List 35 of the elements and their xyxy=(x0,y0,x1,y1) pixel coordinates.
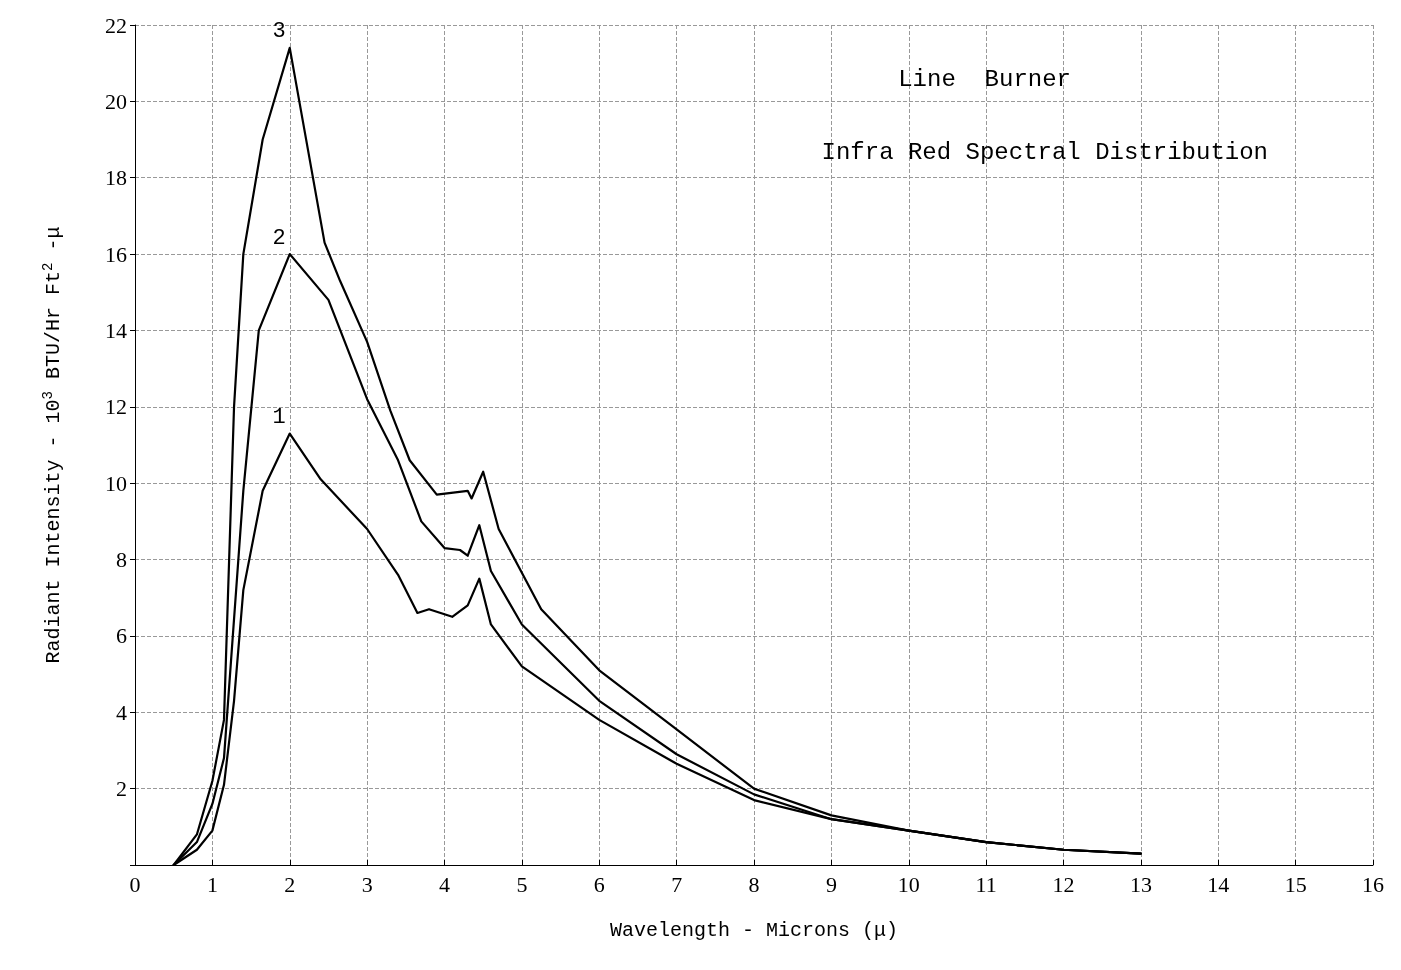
x-tick-label: 0 xyxy=(129,871,141,897)
y-tick-label: 4 xyxy=(116,699,127,725)
y-tick-label: 18 xyxy=(105,165,127,191)
x-tick-label: 12 xyxy=(1052,871,1075,897)
y-axis-title: Radiant Intensity - 103 BTU/Hr Ft2 -μ xyxy=(40,226,65,664)
x-tick-label: 10 xyxy=(897,871,920,897)
x-tick-label: 15 xyxy=(1284,871,1307,897)
y-tick-label: 22 xyxy=(105,12,127,38)
y-tick-label: 10 xyxy=(105,470,127,496)
y-tick-label: 20 xyxy=(105,88,127,114)
y-tick-label: 8 xyxy=(116,547,127,573)
text: Line Burner xyxy=(898,65,1071,93)
x-tick-label: 13 xyxy=(1129,871,1152,897)
x-tick-label: 7 xyxy=(671,871,683,897)
series-label: 2 xyxy=(272,225,286,251)
text: Infra Red Spectral Distribution xyxy=(821,138,1269,166)
x-tick-label: 16 xyxy=(1362,871,1384,897)
x-tick-label: 4 xyxy=(439,871,450,897)
y-tick-label: 12 xyxy=(105,394,127,420)
y-tick-label: 2 xyxy=(116,776,127,802)
y-tick-label: 14 xyxy=(105,317,127,343)
x-tick-label: 2 xyxy=(284,871,296,897)
series-label: 1 xyxy=(272,405,286,431)
x-tick-label: 14 xyxy=(1207,871,1230,897)
x-tick-label: 5 xyxy=(516,871,528,897)
y-tick-label: 16 xyxy=(105,241,127,267)
x-tick-label: 6 xyxy=(593,871,605,897)
x-tick-label: 9 xyxy=(825,871,837,897)
x-tick-label: 1 xyxy=(206,871,218,897)
y-tick-label: 6 xyxy=(116,623,127,649)
x-axis-title: Wavelength - Microns (μ) xyxy=(609,918,899,942)
series-label: 3 xyxy=(272,19,286,45)
x-tick-label: 8 xyxy=(748,871,760,897)
x-tick-label: 3 xyxy=(361,871,373,897)
x-tick-label: 11 xyxy=(975,871,997,897)
